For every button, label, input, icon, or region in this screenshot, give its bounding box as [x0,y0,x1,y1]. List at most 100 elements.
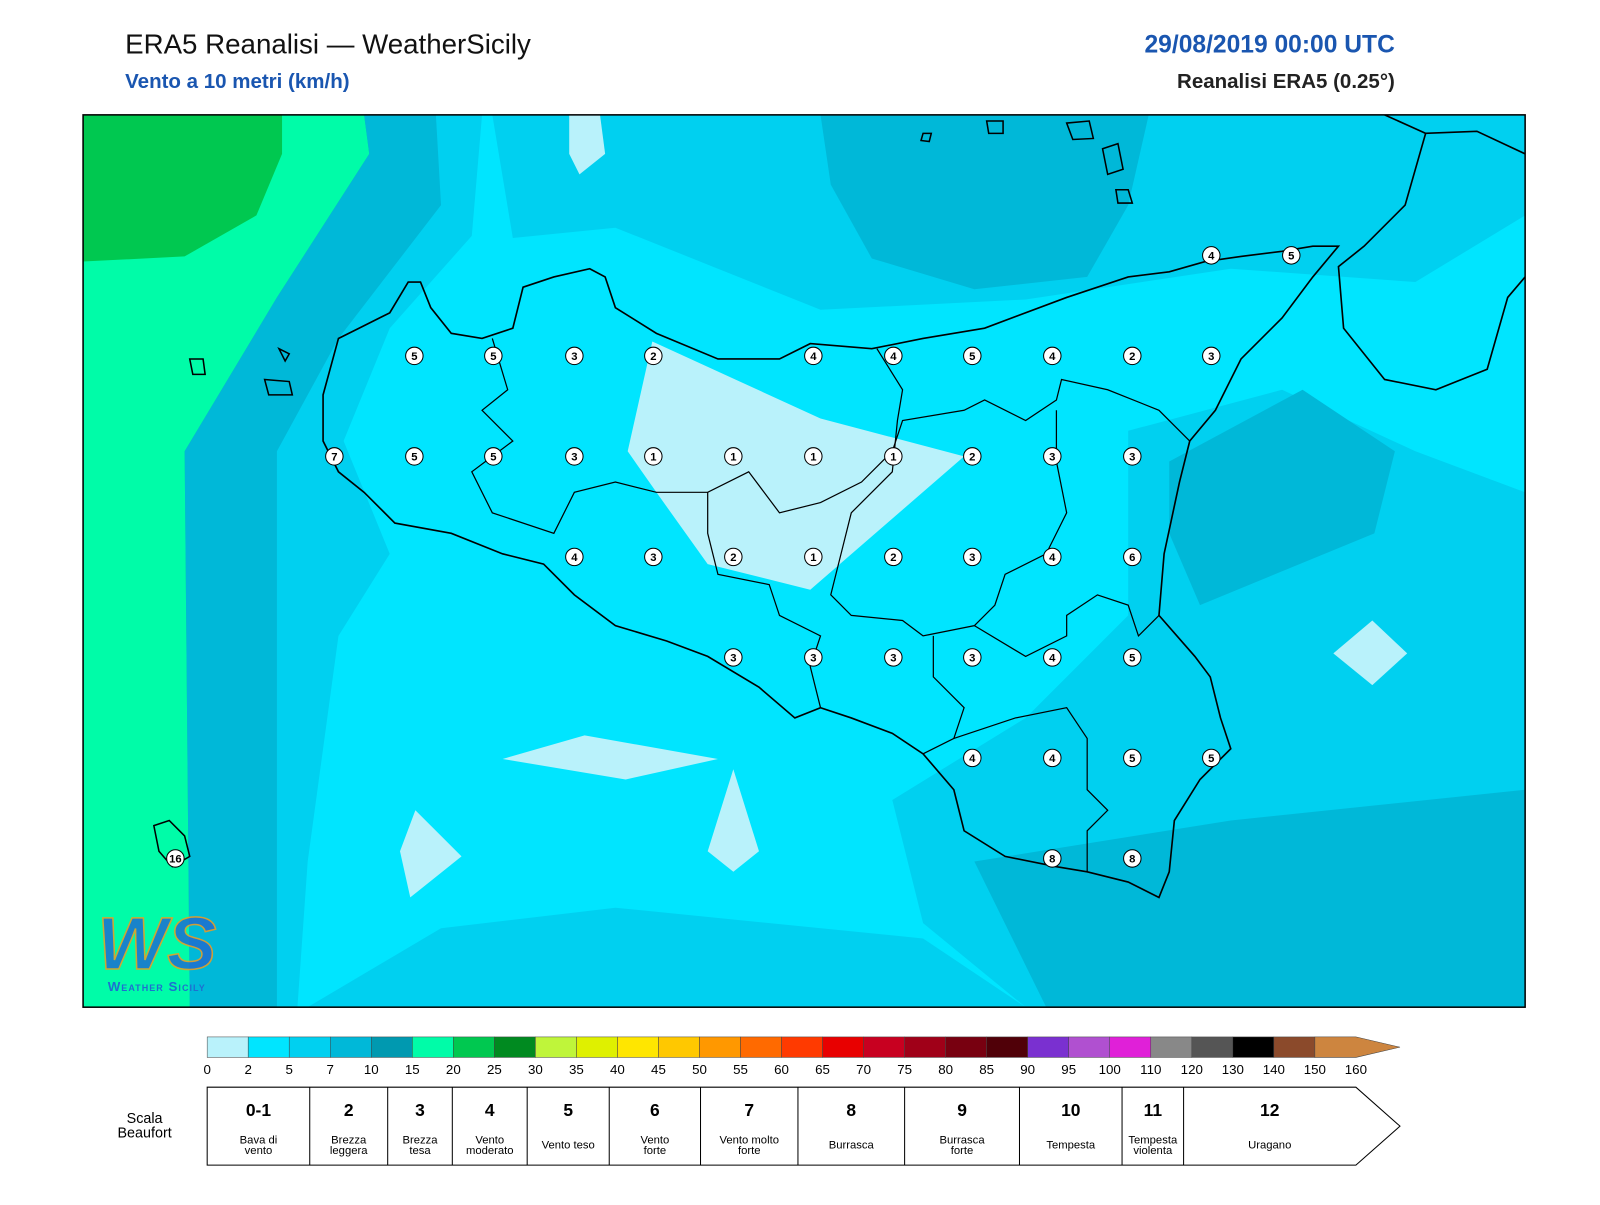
contour-area [83,114,370,1008]
station-marker [565,346,584,366]
colorbar-tick-label: 35 [569,1062,584,1077]
station-marker [963,346,982,366]
colorbar-tick-label: 150 [1304,1062,1326,1077]
station-value: 3 [730,653,736,665]
station-marker [1043,447,1062,466]
island [920,132,933,143]
station-marker [1043,547,1062,567]
colorbar-cell [863,1036,905,1058]
colorbar-cell [535,1036,577,1058]
beaufort-force: 7 [744,1100,754,1120]
station-marker [884,447,903,466]
station-value: 5 [490,351,496,363]
station-marker [644,547,663,567]
station-value: 1 [890,452,896,464]
colorbar-tick-label: 85 [979,1062,994,1077]
beaufort-frame [206,1086,1401,1166]
colorbar-cell [329,1036,372,1058]
station-value: 8 [1129,854,1135,866]
colorbar-tick-label: 0 [203,1062,210,1077]
contour-area [569,114,606,175]
colorbar-tick-label: 110 [1140,1062,1161,1077]
colorbar-tick-label: 50 [692,1062,707,1077]
contour-area [627,341,965,590]
colorbar-cell [206,1036,249,1058]
province-border [471,338,1191,535]
map-source: Reanalisi ERA5 (0.25°) [1177,70,1395,93]
station-value: 5 [1208,753,1214,765]
colorbar-tick-label: 10 [364,1062,379,1077]
colorbar-cell [740,1036,782,1058]
colorbar-cell [1027,1036,1069,1058]
colorbar-tick-label: 130 [1222,1062,1244,1077]
station-marker [724,447,743,466]
station-marker [1282,246,1301,265]
colorbar-tick-label: 30 [528,1062,543,1077]
beaufort-label: violenta [1133,1145,1173,1157]
contour-area [502,735,718,780]
beaufort-label: forte [951,1145,974,1157]
station-marker [644,447,663,466]
colorbar-cell [658,1036,700,1058]
contour-area [307,907,1026,1008]
colorbar-tick-label: 90 [1020,1062,1035,1077]
station-value: 4 [1049,653,1056,665]
station-marker [804,648,823,667]
colorbar-cell [781,1036,823,1058]
station-value: 1 [810,552,816,564]
station-marker [884,648,903,667]
station-value: 4 [1049,351,1056,363]
beaufort-force: 5 [563,1100,573,1120]
station-value: 16 [169,854,182,866]
colorbar-cell [494,1036,536,1058]
beaufort-label: Brezza [331,1135,367,1147]
station-marker [565,547,584,567]
beaufort-label: Tempesta [1128,1135,1178,1147]
station-value: 2 [890,552,896,564]
colorbar-cell [1273,1036,1316,1058]
colorbar-tick-label: 2 [244,1062,251,1077]
station-value: 2 [1129,351,1135,363]
beaufort-title: Beaufort [117,1125,171,1141]
colorbar-cell [1314,1036,1401,1058]
beaufort-label: Vento molto [719,1135,779,1147]
colorbar-tick-label: 45 [651,1062,666,1077]
beaufort-force: 11 [1144,1100,1163,1120]
station-value: 5 [1129,753,1135,765]
beaufort-label: moderato [466,1145,514,1157]
sicily-coastline [322,245,1341,899]
station-marker [1202,346,1221,366]
station-value: 3 [1049,452,1055,464]
logo-text: Weather Sicily [108,979,206,994]
station-marker [804,447,823,466]
contour-area [83,114,283,262]
contour-area [1169,389,1395,606]
station-value: 4 [810,351,817,363]
station-marker [1202,748,1221,768]
station-marker [1043,346,1062,366]
station-marker [884,547,903,567]
colorbar-tick-label: 160 [1345,1062,1367,1077]
colorbar-tick-label: 60 [774,1062,789,1077]
station-value: 7 [331,452,337,464]
colorbar-tick-label: 75 [897,1062,912,1077]
contour-area [820,114,1149,290]
colorbar-tick-label: 20 [446,1062,461,1077]
beaufort-label: Burrasca [940,1135,986,1147]
station-marker [963,547,982,567]
station-value: 3 [571,452,577,464]
colorbar-cell [822,1036,864,1058]
colorbar-tick-label: 55 [733,1062,748,1077]
colorbar-cell [247,1036,290,1058]
station-value: 3 [969,552,975,564]
station-value: 4 [1049,753,1056,765]
map-subtitle: Vento a 10 metri (km/h) [125,70,349,93]
colorbar-cell [371,1036,413,1058]
station-marker [1123,547,1142,567]
beaufort-title: Scala [127,1111,163,1127]
colorbar-cell [1232,1036,1275,1058]
station-marker [1123,447,1142,466]
station-value: 5 [411,351,417,363]
colorbar-tick-label: 100 [1099,1062,1121,1077]
